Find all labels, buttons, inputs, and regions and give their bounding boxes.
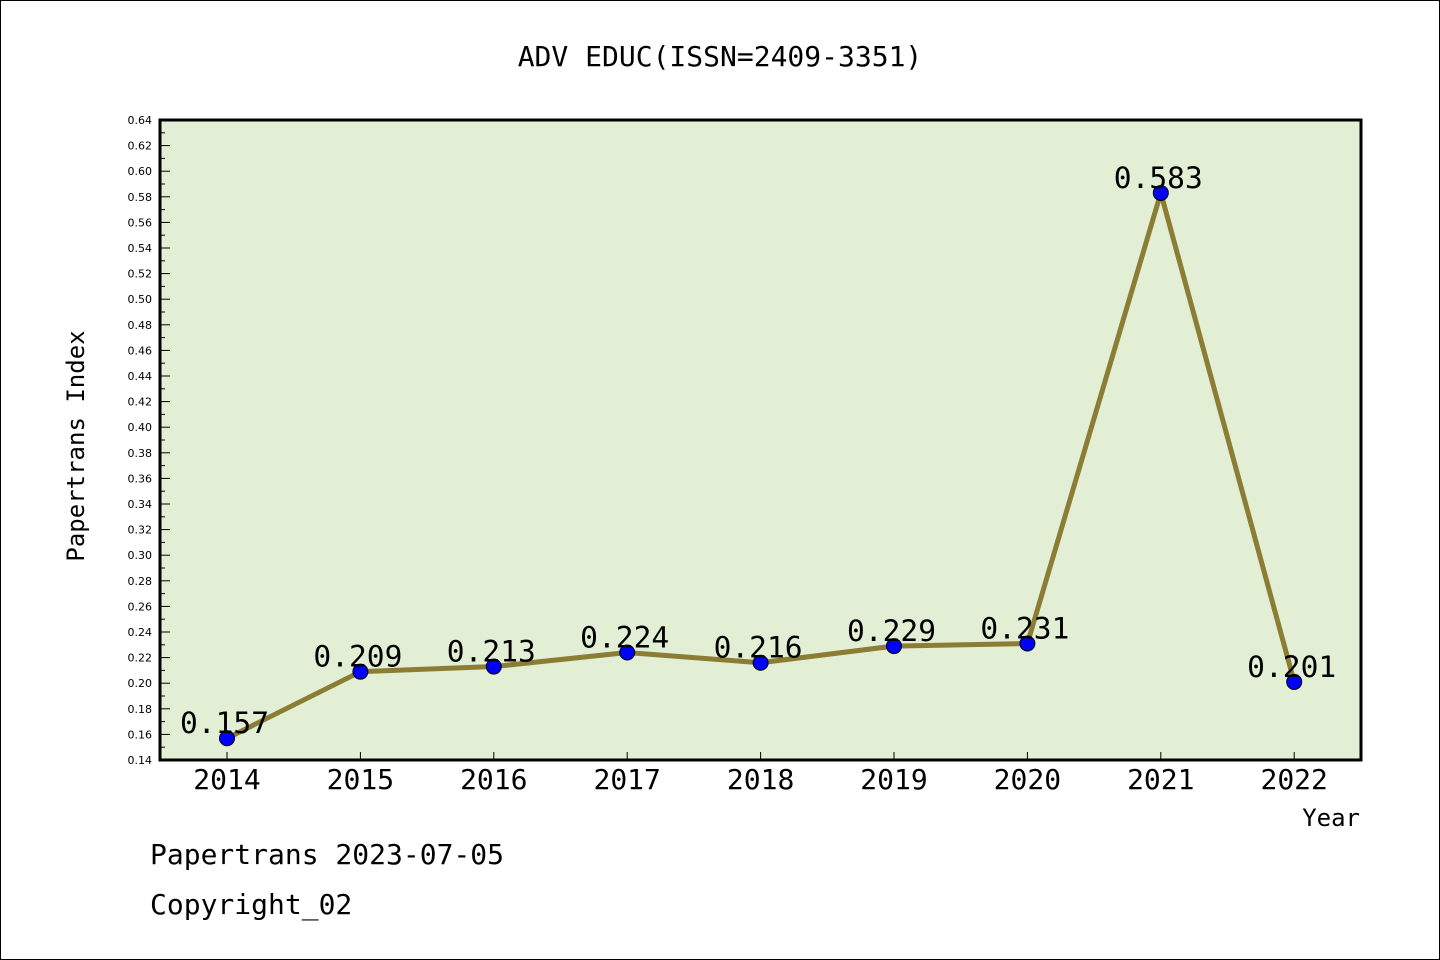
chart-title: ADV EDUC(ISSN=2409-3351) — [518, 40, 923, 73]
data-point — [752, 654, 769, 671]
x-tick-label: 2017 — [593, 763, 660, 796]
data-label: 0.157 — [180, 706, 269, 740]
data-label: 0.224 — [580, 620, 669, 654]
data-point — [219, 730, 235, 747]
y-tick-label: 0.42 — [128, 396, 153, 409]
x-tick-label: 2018 — [727, 763, 794, 796]
y-tick-label: 0.34 — [128, 498, 153, 511]
y-tick-label: 0.22 — [128, 652, 153, 665]
data-label: 0.229 — [847, 614, 936, 648]
data-point — [886, 638, 902, 655]
y-tick-label: 0.54 — [128, 242, 153, 255]
y-tick-label: 0.46 — [128, 344, 153, 357]
y-tick-label: 0.62 — [128, 140, 153, 153]
plot-area — [158, 118, 1363, 762]
y-tick-label: 0.24 — [128, 626, 153, 639]
data-point — [352, 663, 369, 680]
y-tick-label: 0.30 — [128, 549, 153, 562]
series-group: 0.157 0.209 0.213 0.224 0.216 0.229 0.231 0.583… — [180, 161, 1336, 747]
x-tick-label: 2015 — [327, 763, 394, 796]
y-tick-label: 0.28 — [128, 575, 153, 588]
x-axis-label: Year — [1302, 804, 1360, 832]
y-tick-label: 0.44 — [128, 370, 153, 383]
data-point — [1019, 635, 1036, 652]
y-tick-label: 0.18 — [128, 703, 153, 716]
y-tick-label: 0.58 — [128, 191, 153, 204]
x-tick-label: 2020 — [994, 763, 1061, 796]
y-tick-label: 0.20 — [128, 677, 153, 690]
y-axis-label: Papertrans Index — [62, 330, 90, 561]
y-tick-label: 0.60 — [128, 165, 153, 178]
y-tick-label: 0.32 — [128, 524, 153, 537]
y-tick-label: 0.36 — [128, 472, 153, 485]
y-tick-label: 0.38 — [128, 447, 153, 460]
data-point — [619, 644, 636, 661]
y-tick-label: 0.52 — [128, 268, 153, 281]
y-tick-label: 0.64 — [128, 114, 153, 127]
y-tick-label: 0.16 — [128, 728, 153, 741]
y-tick-label: 0.14 — [128, 754, 153, 767]
y-axis: 0.14 0.16 0.18 0.20 0.22 0.24 0.26 0.28 0.30 0.32… — [128, 114, 170, 767]
data-label: 0.213 — [447, 635, 536, 669]
data-label: 0.231 — [980, 612, 1069, 646]
y-tick-label: 0.48 — [128, 319, 153, 332]
footer-copyright: Copyright_02 — [150, 888, 352, 922]
data-point — [1286, 673, 1303, 690]
y-tick-label: 0.40 — [128, 421, 153, 434]
x-tick-label: 2019 — [860, 763, 927, 796]
y-tick-label: 0.26 — [128, 600, 153, 613]
data-label: 0.216 — [714, 631, 803, 665]
x-tick-label: 2016 — [460, 763, 527, 796]
data-label: 0.201 — [1247, 650, 1336, 684]
y-tick-label: 0.50 — [128, 293, 153, 306]
data-label: 0.583 — [1114, 161, 1203, 195]
data-point — [485, 658, 502, 675]
y-tick-label: 0.56 — [128, 216, 153, 229]
footer-date: Papertrans 2023-07-05 — [150, 838, 504, 871]
x-axis: 2014 2015 2016 2017 2018 2019 2020 2021 2022 — [193, 752, 1328, 796]
data-label: 0.209 — [313, 640, 402, 674]
x-tick-label: 2014 — [193, 763, 260, 796]
data-point — [1152, 184, 1169, 201]
x-tick-label: 2021 — [1127, 763, 1194, 796]
x-tick-label: 2022 — [1260, 763, 1327, 796]
